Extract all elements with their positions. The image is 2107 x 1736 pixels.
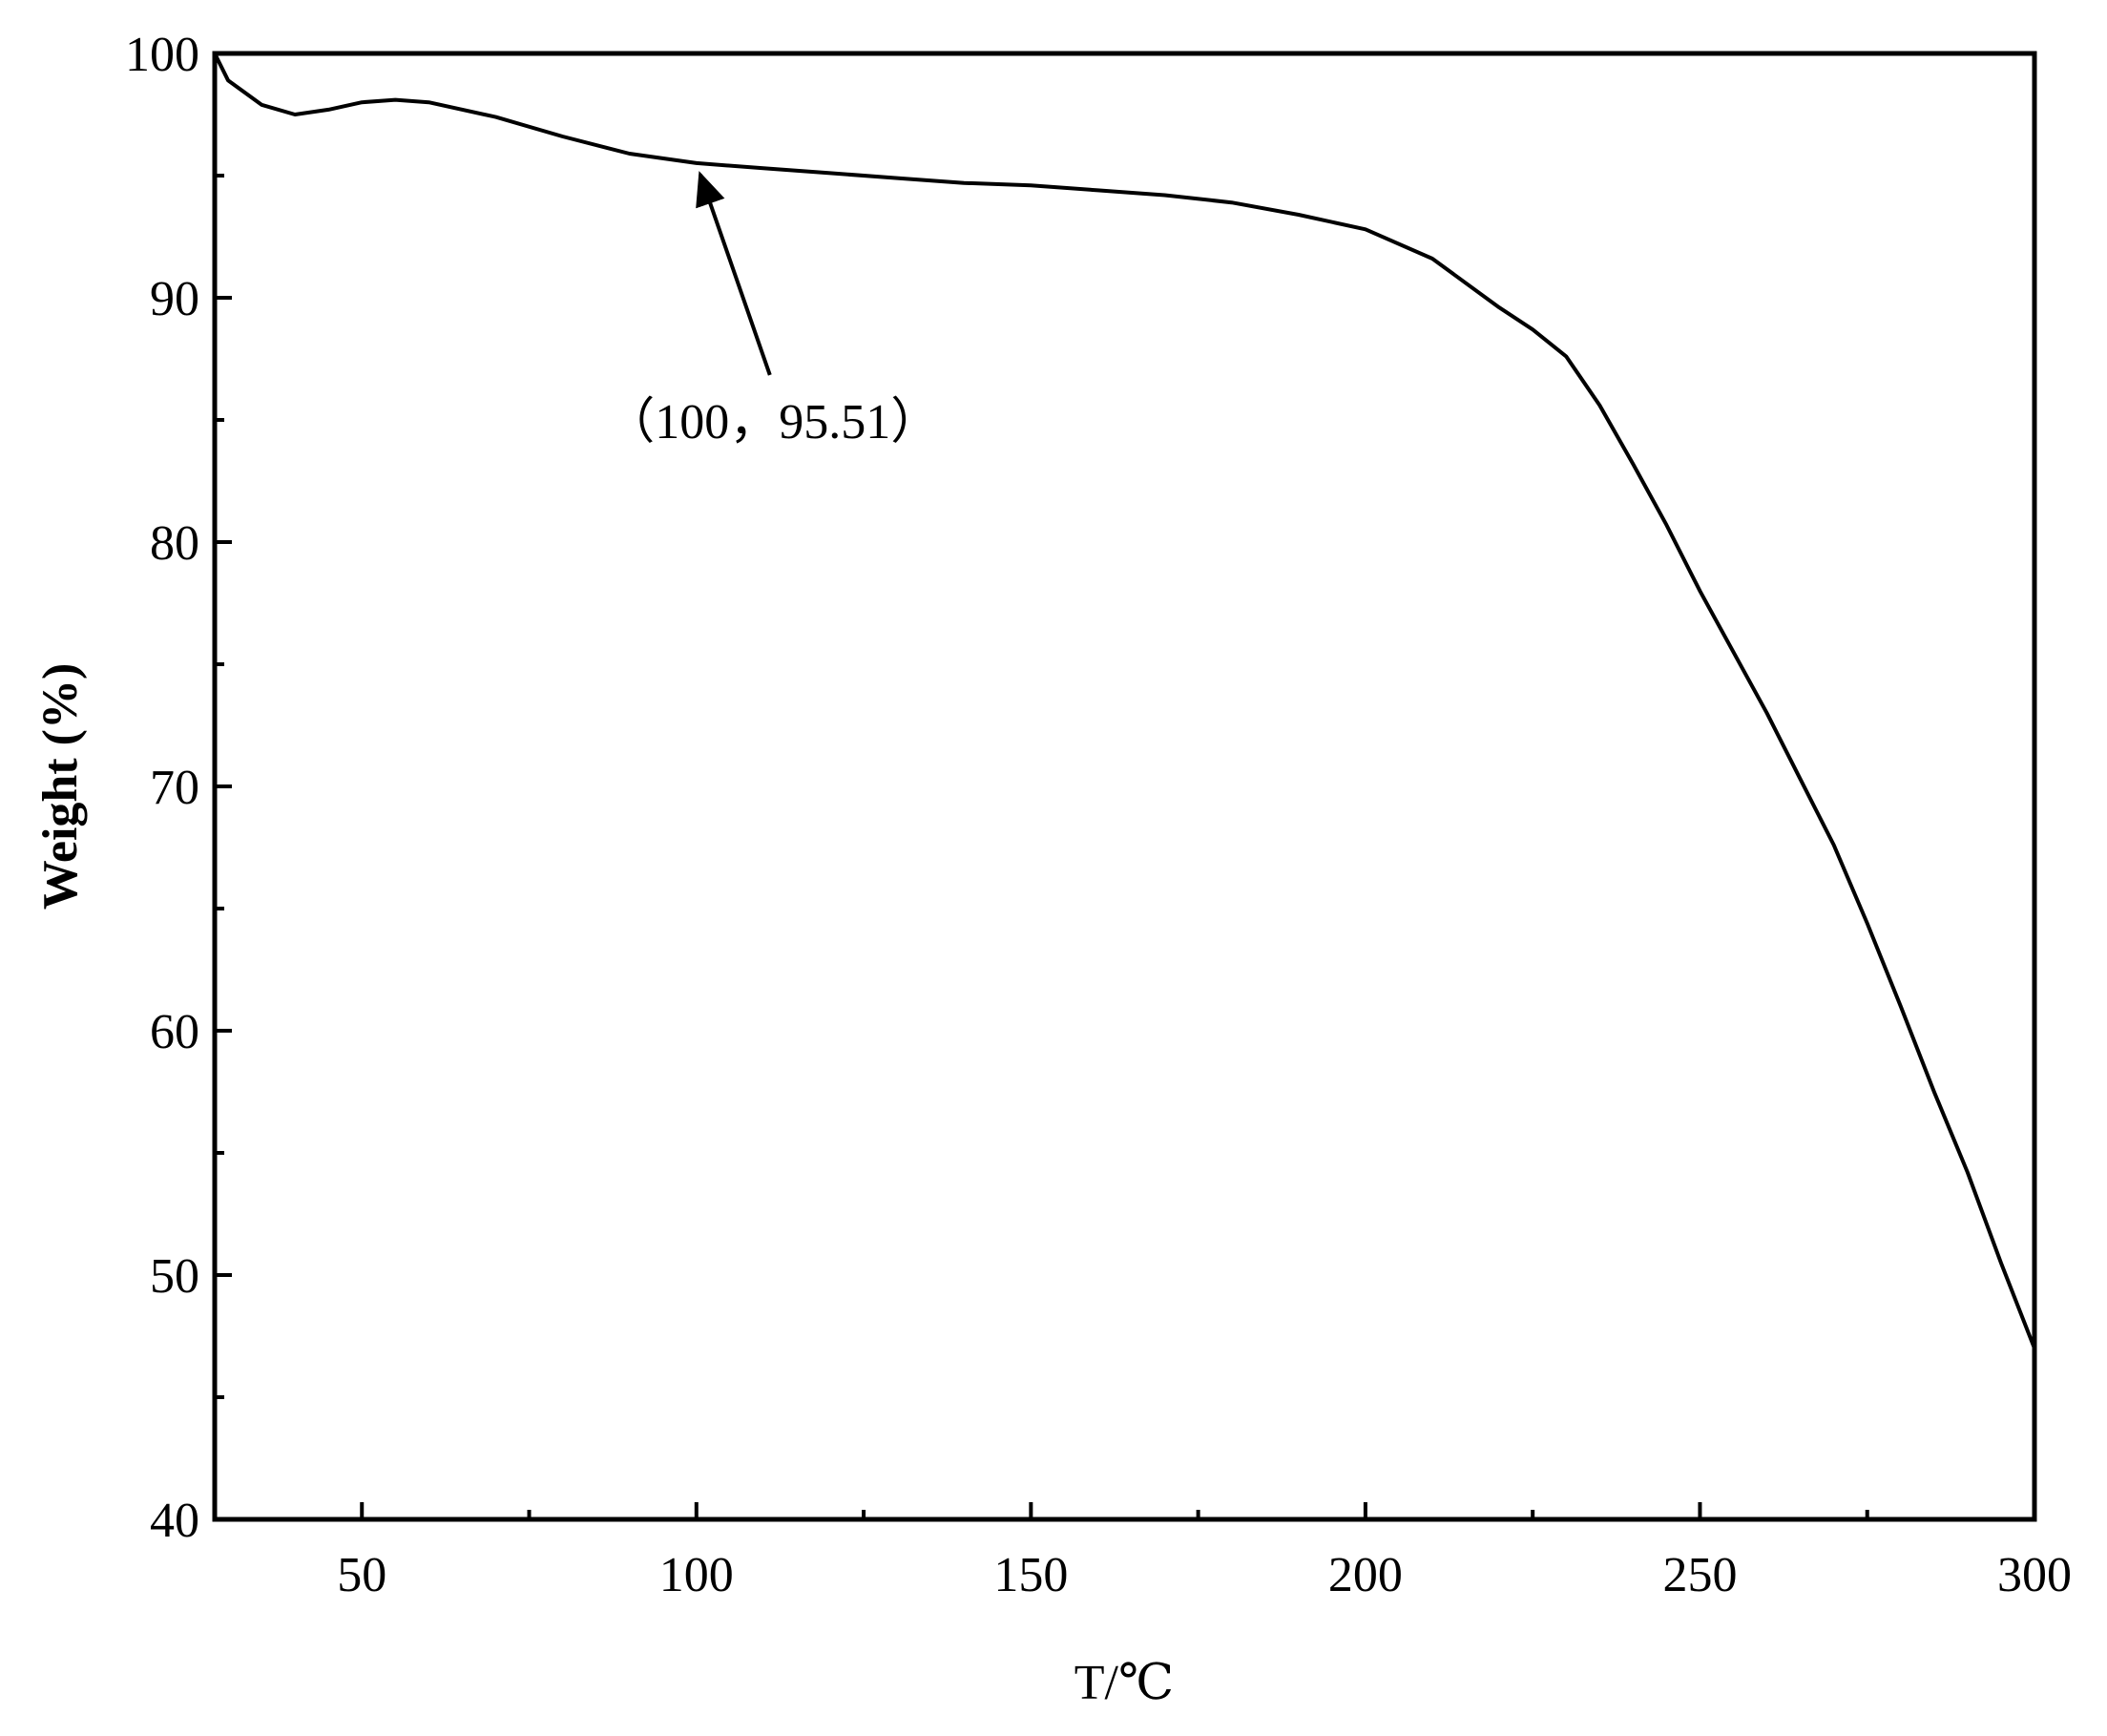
x-tick-label: 300 xyxy=(1997,1548,2072,1602)
annotation-arrow xyxy=(696,171,772,376)
y-tick-label: 70 xyxy=(150,761,199,815)
y-tick-label: 40 xyxy=(150,1494,199,1548)
x-tick-label: 150 xyxy=(993,1548,1068,1602)
x-tick-label: 100 xyxy=(659,1548,734,1602)
x-tick-label: 50 xyxy=(337,1548,386,1602)
y-tick-label: 90 xyxy=(150,272,199,326)
y-tick-label: 60 xyxy=(150,1005,199,1059)
y-tick-label: 100 xyxy=(125,28,199,82)
data-line xyxy=(213,52,2036,1349)
y-tick-label: 50 xyxy=(150,1249,199,1304)
y-tick-label: 80 xyxy=(150,516,199,571)
x-tick-label: 250 xyxy=(1662,1548,1737,1602)
plot-frame xyxy=(212,51,2037,1522)
y-axis-title: Weight (%) xyxy=(33,663,88,910)
x-axis-title: T/℃ xyxy=(1074,1656,1174,1710)
x-tick-label: 200 xyxy=(1328,1548,1403,1602)
annotation-label: （100，95.51） xyxy=(605,395,940,450)
